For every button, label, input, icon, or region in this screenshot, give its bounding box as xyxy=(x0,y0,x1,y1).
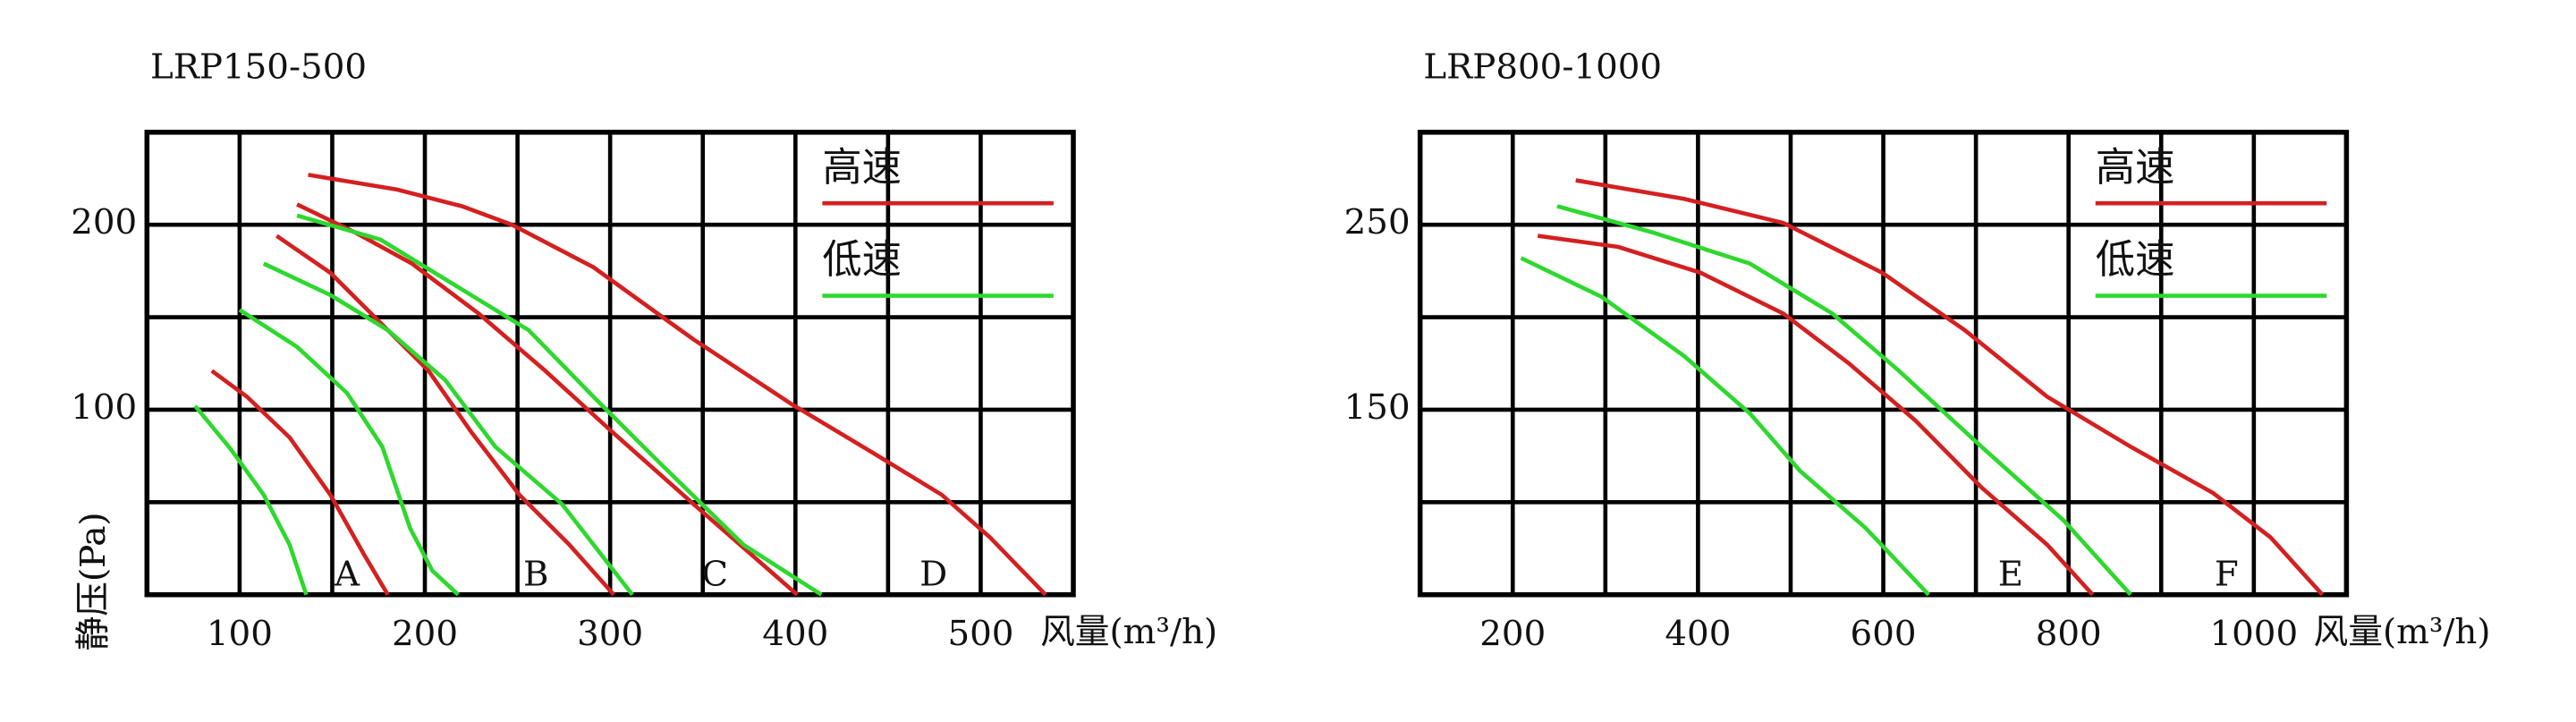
curve-label: A xyxy=(334,554,360,594)
curve-high xyxy=(1575,178,2325,597)
curve-low xyxy=(193,404,309,596)
legend-label: 高速 xyxy=(2096,145,2175,191)
curve-high xyxy=(275,234,616,597)
x-tick-label: 400 xyxy=(1665,614,1731,654)
x-tick-label: 500 xyxy=(947,614,1013,654)
curve-high xyxy=(210,369,390,596)
x-tick-label: 400 xyxy=(762,614,828,654)
x-tick-label: 600 xyxy=(1851,614,1917,654)
x-tick-label: 200 xyxy=(392,614,458,654)
x-tick-label: 1000 xyxy=(2210,614,2299,654)
chart-title: LRP800-1000 xyxy=(1423,47,1662,88)
y-tick-label: 150 xyxy=(1344,387,1411,428)
y-tick-label: 100 xyxy=(71,387,137,428)
curve-high xyxy=(308,173,1047,597)
curve-label: B xyxy=(523,554,548,594)
plot-frame xyxy=(144,130,1076,598)
curve-low xyxy=(238,308,460,597)
y-axis-label: 静压(Pa) xyxy=(73,512,114,650)
curve-label: C xyxy=(701,554,728,594)
curve-label: F xyxy=(2215,554,2239,594)
curve-high xyxy=(296,202,799,597)
chart-title: LRP150-500 xyxy=(150,47,367,88)
legend-label: 高速 xyxy=(822,145,902,191)
legend-label: 低速 xyxy=(2096,237,2175,283)
x-tick-label: 100 xyxy=(207,614,273,654)
y-tick-label: 250 xyxy=(1344,202,1411,242)
curve-low xyxy=(262,261,634,597)
y-tick-label: 200 xyxy=(71,202,137,242)
legend-label: 低速 xyxy=(822,237,902,283)
x-tick-label: 300 xyxy=(577,614,643,654)
y-axis-label: 静压(Pa) xyxy=(73,512,114,650)
curve-low xyxy=(296,213,823,597)
x-axis-label: 风量(m³/h) xyxy=(1040,612,1217,652)
x-tick-label: 800 xyxy=(2036,614,2102,654)
curve-label: E xyxy=(1998,554,2023,594)
curve-high xyxy=(1537,234,2095,597)
x-axis-label: 风量(m³/h) xyxy=(2313,612,2490,652)
plot-frame xyxy=(1417,130,2350,598)
curve-label: D xyxy=(919,554,947,594)
curve-low xyxy=(1556,204,2132,597)
x-tick-label: 200 xyxy=(1479,614,1546,654)
curve-low xyxy=(1520,256,1930,597)
